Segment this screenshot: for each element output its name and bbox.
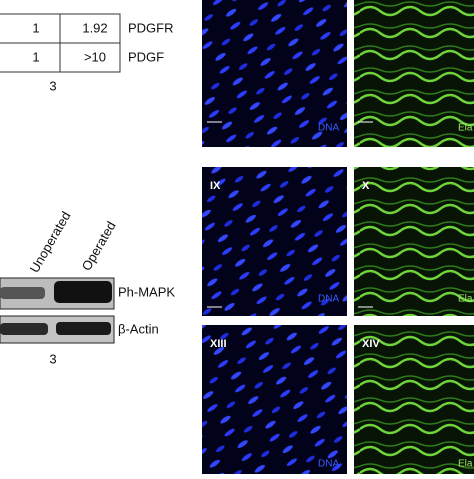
footer: 3: [49, 78, 56, 93]
row-label: PDGF: [128, 49, 164, 64]
stain-label: DNA: [318, 459, 339, 470]
stain-label: Ela: [458, 123, 473, 134]
western-blot: Unoperated Operated Ph-MAPK β-Actin 3: [0, 209, 175, 366]
dna-image: [202, 0, 347, 147]
panel-label: IX: [210, 180, 221, 192]
dna-image: [202, 167, 347, 316]
lane-label: Operated: [79, 219, 119, 273]
band: [0, 323, 48, 335]
micrographs: DNA Ela IX X DNA Ela XIII XIV DNA Ela: [202, 0, 474, 474]
stain-label: DNA: [318, 294, 339, 305]
cell: 1: [32, 49, 39, 64]
lane-label: Unoperated: [27, 209, 74, 275]
band: [0, 287, 45, 299]
panel-label: X: [362, 180, 370, 192]
row-label: PDGFR: [128, 20, 174, 35]
table: 1 1.92 PDGFR 1 >10 PDGF 3: [0, 13, 174, 93]
stain-label: DNA: [318, 123, 339, 134]
band: [56, 322, 111, 335]
cell: 1.92: [82, 20, 107, 35]
band: [54, 281, 112, 303]
panel-label: XIII: [210, 338, 227, 350]
stain-label: Ela: [458, 294, 473, 305]
elastin-image: [354, 167, 474, 316]
band-label: β-Actin: [118, 321, 159, 336]
cell: 1: [32, 20, 39, 35]
dna-image: [202, 325, 347, 474]
elastin-image: [354, 0, 474, 147]
footer: 3: [49, 351, 56, 366]
panel-label: XIV: [362, 338, 380, 350]
stain-label: Ela: [458, 459, 473, 470]
elastin-image: [354, 325, 474, 474]
cell: >10: [84, 49, 106, 64]
band-label: Ph-MAPK: [118, 284, 175, 299]
